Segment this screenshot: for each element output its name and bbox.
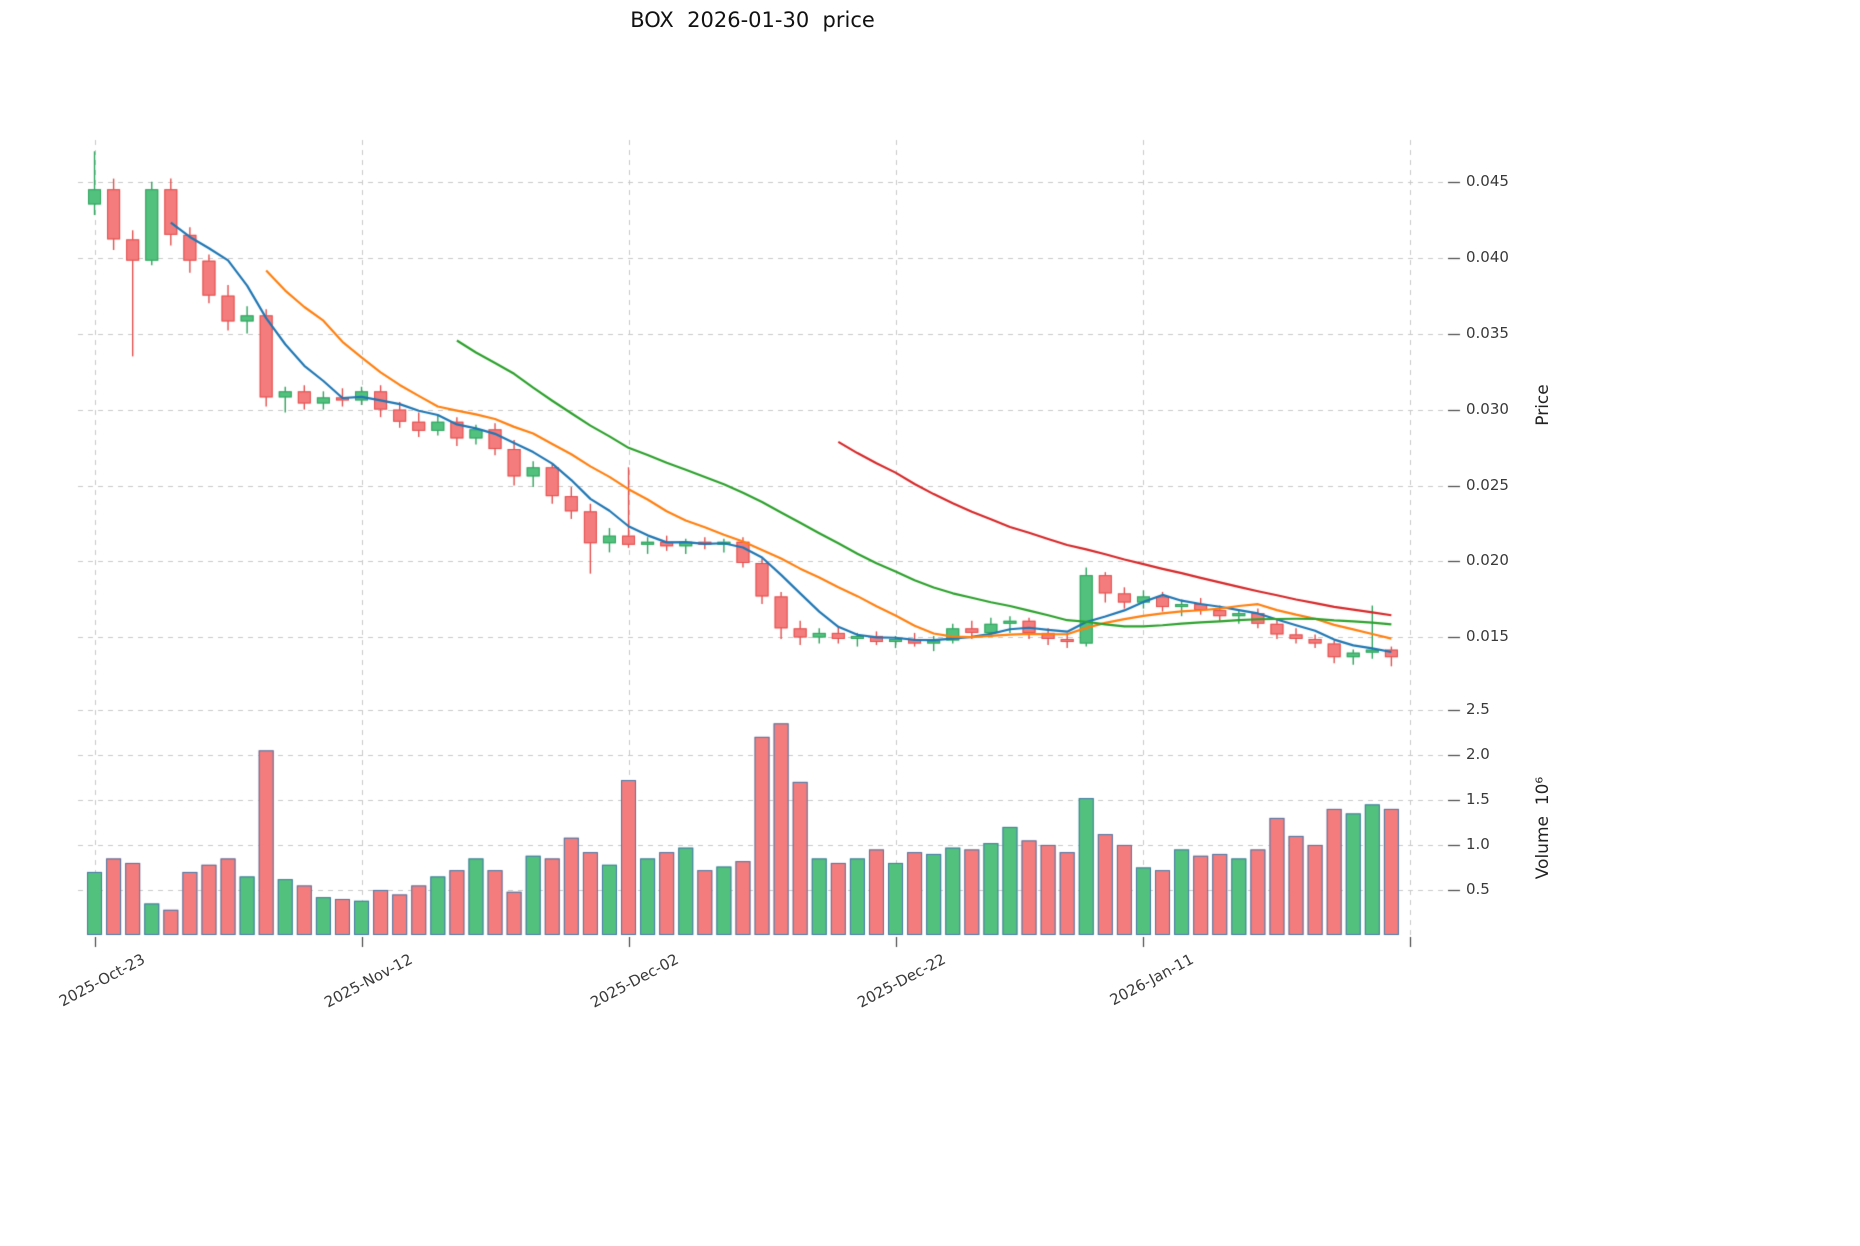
volume-tick-label: 2.5 xyxy=(1466,699,1490,718)
volume-tick-label: 0.5 xyxy=(1466,879,1490,898)
price-tick-label: 0.045 xyxy=(1466,171,1509,190)
price-tick-label: 0.035 xyxy=(1466,323,1509,342)
chart-title: BOX 2026-01-30 price xyxy=(630,8,875,32)
volume-tick-label: 2.0 xyxy=(1466,744,1490,763)
price-axis-label: Price xyxy=(1533,384,1553,426)
price-tick-label: 0.025 xyxy=(1466,475,1509,494)
volume-axis-label: Volume 10⁶ xyxy=(1533,776,1553,880)
volume-tick-label: 1.5 xyxy=(1466,789,1490,808)
price-tick-label: 0.020 xyxy=(1466,551,1509,570)
volume-tick-label: 1.0 xyxy=(1466,834,1490,853)
price-tick-label: 0.030 xyxy=(1466,399,1509,418)
price-tick-label: 0.040 xyxy=(1466,247,1509,266)
price-tick-label: 0.015 xyxy=(1466,627,1509,646)
